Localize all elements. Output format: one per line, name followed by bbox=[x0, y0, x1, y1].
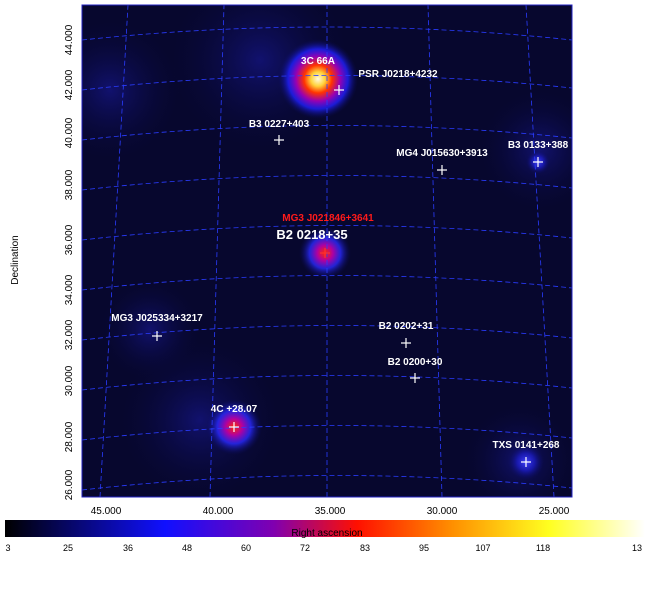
colorbar-tick-label: 107 bbox=[475, 543, 490, 553]
colorbar-tick-label: 25 bbox=[63, 543, 73, 553]
x-axis-label: Right ascension bbox=[291, 528, 362, 539]
source-label: B2 0202+31 bbox=[379, 321, 434, 332]
source-label: MG3 J021846+3641 bbox=[282, 213, 374, 224]
x-tick-label: 45.000 bbox=[91, 506, 122, 517]
y-tick-label: 34.000 bbox=[64, 274, 75, 305]
y-tick-label: 30.000 bbox=[64, 365, 75, 396]
y-tick-label: 28.000 bbox=[64, 421, 75, 452]
source-label: B3 0227+403 bbox=[249, 119, 310, 130]
y-tick-label: 40.000 bbox=[64, 117, 75, 148]
y-axis-label: Declination bbox=[10, 235, 21, 284]
colorbar bbox=[5, 520, 645, 537]
x-tick-label: 30.000 bbox=[427, 506, 458, 517]
y-tick-label: 36.000 bbox=[64, 224, 75, 255]
y-tick-label: 26.000 bbox=[64, 469, 75, 500]
source-label: 4C +28.07 bbox=[211, 404, 258, 415]
colorbar-tick-label: 118 bbox=[536, 543, 550, 553]
source-label: PSR J0218+4232 bbox=[358, 69, 438, 80]
colorbar-tick-label: 83 bbox=[360, 543, 370, 553]
colorbar-tick-label: 48 bbox=[182, 543, 192, 553]
y-tick-label: 42.000 bbox=[64, 69, 75, 100]
colorbar-tick-label: 95 bbox=[419, 543, 429, 553]
emission bbox=[82, 5, 572, 497]
colorbar-tick-label: 36 bbox=[123, 543, 133, 553]
colorbar-tick-label: 72 bbox=[300, 543, 310, 553]
colorbar-tick-label: 60 bbox=[241, 543, 251, 553]
x-tick-label: 40.000 bbox=[203, 506, 234, 517]
y-tick-label: 38.000 bbox=[64, 169, 75, 200]
x-tick-label: 35.000 bbox=[315, 506, 346, 517]
source-label: 3C 66A bbox=[301, 56, 335, 67]
y-tick-label: 44.000 bbox=[64, 24, 75, 55]
source-label: MG4 J015630+3913 bbox=[396, 148, 488, 159]
x-tick-label: 25.000 bbox=[539, 506, 570, 517]
source-label: MG3 J025334+3217 bbox=[111, 313, 203, 324]
source-label: B2 0218+35 bbox=[276, 227, 347, 242]
source-label: B2 0200+30 bbox=[388, 357, 443, 368]
colorbar-tick-label: 13 bbox=[632, 543, 642, 553]
coordinate-grid bbox=[82, 5, 572, 497]
map-frame bbox=[81, 4, 573, 498]
source-label: B3 0133+388 bbox=[508, 140, 569, 151]
y-tick-label: 32.000 bbox=[64, 319, 75, 350]
source-label: TXS 0141+268 bbox=[493, 440, 560, 451]
colorbar-tick-label: 3 bbox=[5, 543, 10, 553]
